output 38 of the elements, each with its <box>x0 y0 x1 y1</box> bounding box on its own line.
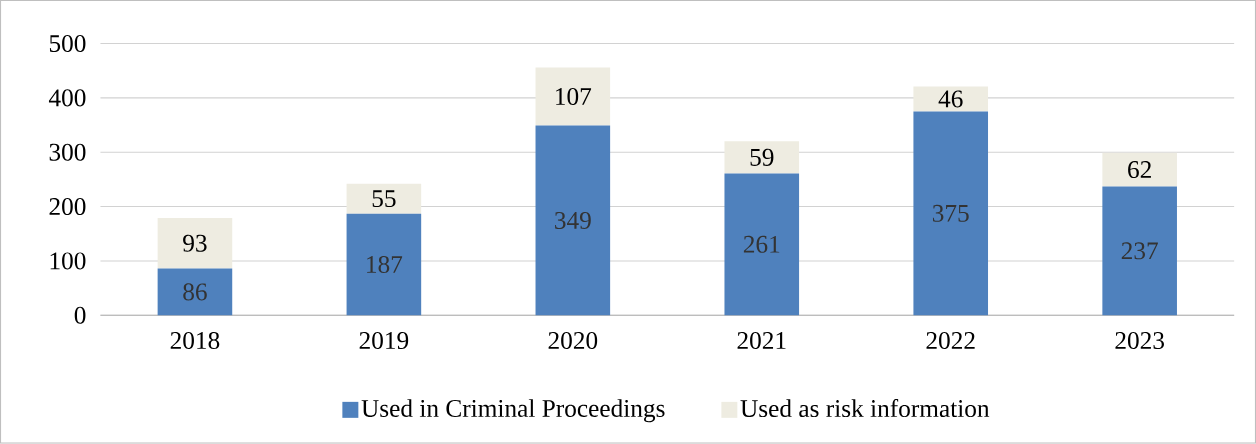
data-label: 93 <box>183 234 207 252</box>
bar <box>346 183 422 214</box>
y-tick-label: 200 <box>49 198 86 216</box>
bar <box>157 218 233 269</box>
data-label: 261 <box>743 235 780 253</box>
bar <box>1102 152 1177 187</box>
bar <box>1102 186 1177 316</box>
y-tick-label: 100 <box>50 252 86 270</box>
bar <box>724 173 800 316</box>
bar <box>724 141 800 174</box>
data-label: 46 <box>938 90 963 108</box>
bar <box>535 67 611 126</box>
data-label: 187 <box>367 256 403 274</box>
bar <box>535 125 611 316</box>
legend-label: Used as risk information <box>740 399 990 418</box>
data-label: 59 <box>750 149 774 167</box>
y-tick-label: 500 <box>49 35 86 53</box>
x-tick-label: 2023 <box>1115 332 1164 350</box>
y-tick-label: 300 <box>49 143 86 161</box>
x-tick-label: 2022 <box>926 332 975 350</box>
y-tick-label: 400 <box>48 89 86 107</box>
x-tick-label: 2019 <box>359 332 409 350</box>
bar <box>157 268 233 316</box>
legend-label: Used in Criminal Proceedings <box>361 399 665 423</box>
bar <box>913 86 989 112</box>
y-tick-label: 0 <box>74 306 86 324</box>
data-label: 375 <box>932 205 969 223</box>
data-label: 237 <box>1121 242 1158 260</box>
data-label: 86 <box>183 283 207 301</box>
data-label: 55 <box>372 190 396 208</box>
data-label: 349 <box>555 212 591 230</box>
bar <box>346 213 422 316</box>
data-label: 62 <box>1128 161 1151 179</box>
bar <box>913 111 989 316</box>
x-tick-label: 2021 <box>737 332 786 350</box>
data-label: 107 <box>556 88 592 106</box>
x-tick-label: 2018 <box>170 332 220 350</box>
x-tick-label: 2020 <box>548 332 598 350</box>
